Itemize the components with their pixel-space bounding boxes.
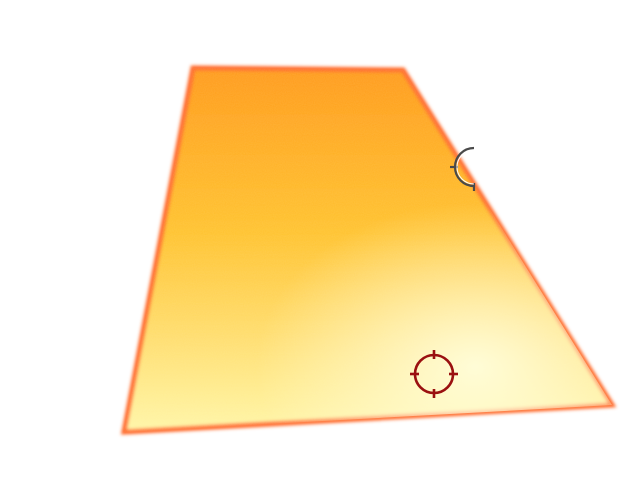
crosshair-icon[interactable] [410, 350, 458, 398]
surface-texture [124, 68, 612, 432]
crosshair-ring-highlight [456, 149, 475, 185]
crosshair-icon[interactable] [450, 146, 476, 191]
heated-surface[interactable] [120, 65, 617, 435]
